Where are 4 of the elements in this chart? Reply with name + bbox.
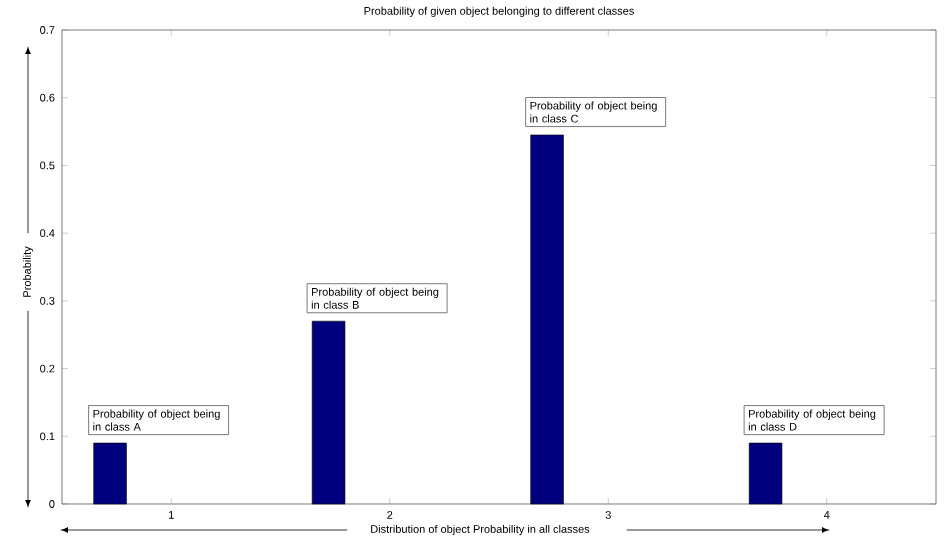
bar [748,442,783,505]
bar [530,134,564,505]
bar [93,442,127,505]
bar [311,320,346,505]
